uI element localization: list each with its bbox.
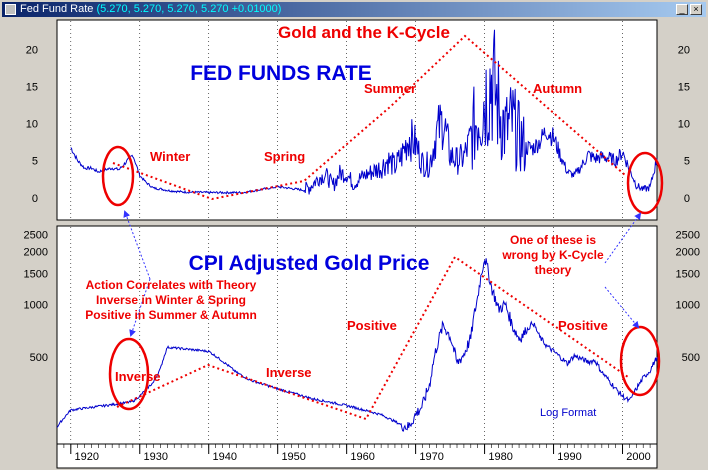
fed-ytick-right: 10 bbox=[678, 119, 690, 131]
gold-k-cycle-line bbox=[116, 255, 629, 421]
fed-ytick-right: 20 bbox=[678, 45, 690, 57]
callout-arrows bbox=[123, 210, 642, 337]
callout-left-line-2: Inverse in Winter & Spring bbox=[96, 293, 246, 307]
gold-price-series bbox=[56, 258, 658, 432]
gold-ytick-left: 2500 bbox=[24, 230, 48, 242]
gold-ytick-left: 1500 bbox=[24, 269, 48, 281]
chart-area: 1920 1930 1940 1950 1960 1970 1980 1990 2000 0 5 1… bbox=[0, 17, 708, 470]
window-title-bar: Fed Fund Rate (5.270, 5.270, 5.270, 5.27… bbox=[2, 2, 706, 17]
callout-left-line-3: Positive in Summer & Autumn bbox=[85, 308, 257, 322]
fed-funds-panel bbox=[56, 19, 658, 221]
xtick-label: 1980 bbox=[488, 451, 512, 463]
gold-ytick-right: 1000 bbox=[676, 299, 700, 311]
window-title-label: Fed Fund Rate bbox=[20, 3, 94, 15]
callout-left-line-1: Action Correlates with Theory bbox=[86, 278, 257, 292]
fed-k-cycle-line bbox=[112, 34, 626, 201]
callout-right-line-1: One of these is bbox=[510, 233, 596, 247]
gold-label-positive-2: Positive bbox=[558, 318, 608, 333]
season-label-summer: Summer bbox=[364, 81, 416, 96]
gold-price-label: CPI Adjusted Gold Price bbox=[189, 252, 430, 275]
fed-ytick-left: 5 bbox=[32, 156, 38, 168]
chart-title: Gold and the K-Cycle bbox=[278, 23, 450, 42]
xtick-label: 1950 bbox=[281, 451, 305, 463]
xtick-label: 1920 bbox=[75, 451, 99, 463]
gold-ytick-left: 500 bbox=[30, 352, 48, 364]
xtick-label: 1960 bbox=[350, 451, 374, 463]
arrow-to-1930-gold bbox=[129, 278, 151, 337]
date-axis bbox=[56, 443, 658, 469]
fed-ytick-left: 0 bbox=[32, 193, 38, 205]
xtick-label: 2000 bbox=[626, 451, 650, 463]
circle-1929-rate bbox=[101, 145, 135, 207]
gold-label-positive-1: Positive bbox=[347, 318, 397, 333]
gold-ytick-right: 500 bbox=[682, 352, 700, 364]
callout-right-line-3: theory bbox=[535, 263, 572, 277]
window-title-values: (5.270, 5.270, 5.270, 5.270 +0.01000) bbox=[96, 3, 282, 15]
gold-ytick-right: 2000 bbox=[676, 247, 700, 259]
k-cycle-lines bbox=[112, 34, 629, 421]
callout-right-line-2: wrong by K-Cycle bbox=[501, 248, 604, 262]
fed-ytick-right: 5 bbox=[684, 156, 690, 168]
season-label-winter: Winter bbox=[150, 149, 190, 164]
minimize-button[interactable]: _ bbox=[676, 4, 688, 15]
circle-2004-rate bbox=[626, 151, 664, 215]
log-format-note: Log Format bbox=[540, 407, 596, 419]
xtick-label: 1940 bbox=[212, 451, 236, 463]
gold-ytick-left: 1000 bbox=[24, 299, 48, 311]
xtick-label: 1970 bbox=[419, 451, 443, 463]
fed-ytick-right: 15 bbox=[678, 82, 690, 94]
gold-ytick-right: 1500 bbox=[676, 269, 700, 281]
xtick-label: 1990 bbox=[557, 451, 581, 463]
season-label-autumn: Autumn bbox=[533, 81, 582, 96]
gold-label-inverse-2: Inverse bbox=[266, 365, 312, 380]
fed-funds-series bbox=[70, 29, 658, 195]
gold-ytick-left: 2000 bbox=[24, 247, 48, 259]
fed-ytick-left: 10 bbox=[26, 119, 38, 131]
close-button[interactable]: × bbox=[690, 4, 702, 15]
gold-label-inverse-1: Inverse bbox=[115, 369, 161, 384]
fed-funds-label: FED FUNDS RATE bbox=[190, 62, 372, 85]
gold-ytick-right: 2500 bbox=[676, 230, 700, 242]
fed-ytick-right: 0 bbox=[684, 193, 690, 205]
window-title: Fed Fund Rate (5.270, 5.270, 5.270, 5.27… bbox=[20, 3, 281, 15]
app-icon bbox=[5, 4, 16, 15]
fed-ytick-left: 20 bbox=[26, 45, 38, 57]
gold-price-panel bbox=[56, 225, 658, 445]
circle-1930-gold bbox=[108, 337, 150, 411]
fed-ytick-left: 15 bbox=[26, 82, 38, 94]
circle-2004-gold bbox=[619, 325, 661, 397]
arrow-to-2004-gold bbox=[604, 286, 640, 329]
season-label-spring: Spring bbox=[264, 149, 305, 164]
highlight-circles bbox=[101, 145, 664, 411]
xtick-label: 1930 bbox=[144, 451, 168, 463]
